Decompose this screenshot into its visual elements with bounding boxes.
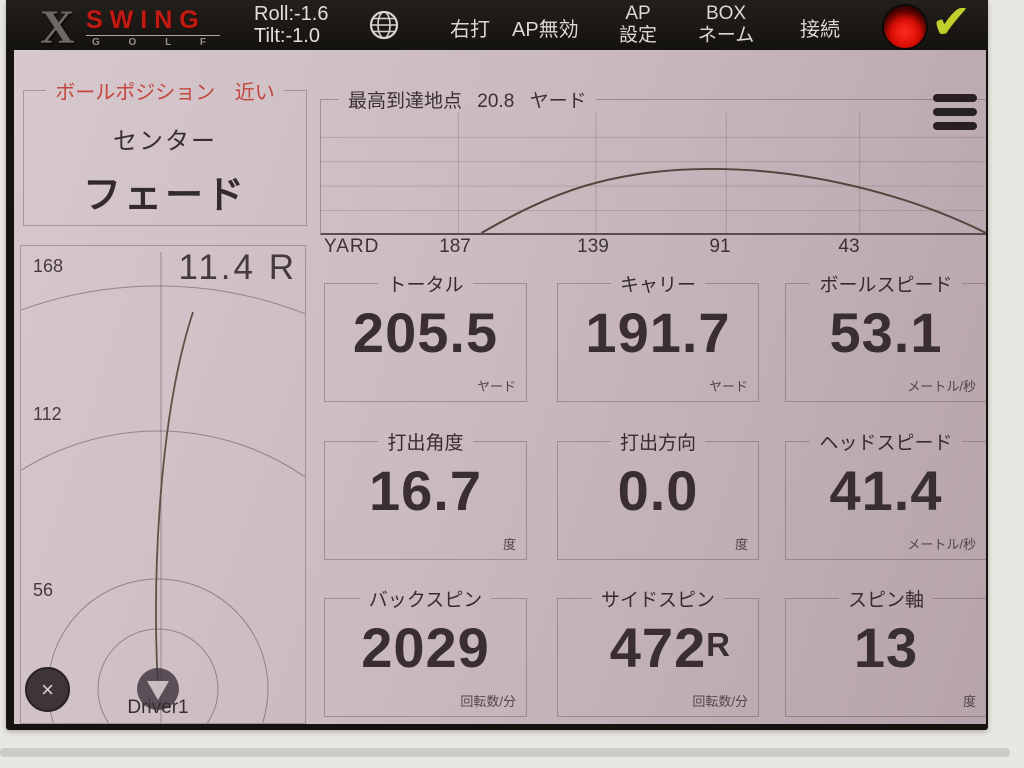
stat-total: トータル 205.5 ヤード	[324, 270, 527, 402]
logo-underline	[86, 35, 220, 36]
apex-value: 20.8	[477, 91, 515, 112]
tilt-value: Tilt:-1.0	[254, 25, 320, 47]
logo-swing-text: SWING	[86, 6, 206, 34]
box-name-line2: ネーム	[697, 25, 755, 46]
ap-settings-button[interactable]: AP 設定	[606, 3, 670, 47]
close-button[interactable]: ×	[25, 667, 70, 712]
trajectory-chart-panel: 最高到達地点 20.8 ヤード	[320, 86, 986, 235]
ball-position-panel: ボールポジション 近い センター フェード	[23, 76, 307, 226]
apex-label: 最高到達地点	[348, 91, 463, 112]
stat-label: 打出方向	[619, 433, 696, 454]
stat-value: 0.0	[617, 459, 699, 522]
stat-launch-direction: 打出方向 0.0 度	[557, 428, 759, 560]
ball-position-legend: ボールポジション 近い	[46, 76, 284, 105]
stat-value: 53.1	[829, 301, 943, 364]
stat-unit: 度	[734, 537, 748, 552]
connect-button[interactable]: 接続	[800, 19, 840, 41]
logo-x-glyph: X	[40, 1, 75, 54]
stat-label: ヘッドスピード	[819, 433, 953, 454]
logo-golf-text: G O L F	[92, 37, 219, 48]
ball-position-label: ボールポジション	[55, 82, 216, 104]
ap-settings-line1: AP	[625, 3, 651, 24]
stat-carry: キャリー 191.7 ヤード	[557, 270, 759, 402]
roll-value: Roll:-1.6	[254, 3, 329, 25]
connection-status-lamp[interactable]	[882, 4, 928, 50]
top-bar: X SWING G O L F Roll:-1.6 Tilt:-1.0 右打	[6, 0, 988, 54]
stat-label: トータル	[387, 275, 464, 296]
axis-tick: 43	[838, 236, 860, 257]
stat-label: スピン軸	[847, 590, 924, 611]
axis-tick: 187	[439, 236, 471, 257]
ring-distance-112: 112	[33, 404, 62, 424]
stat-value: 16.7	[369, 459, 482, 522]
axis-tick: 139	[577, 236, 609, 257]
stat-label: 打出角度	[387, 433, 464, 454]
stat-label: バックスピン	[368, 590, 483, 611]
stat-label: サイドスピン	[600, 590, 715, 611]
stat-value: 41.4	[829, 459, 943, 522]
box-name-button[interactable]: BOX ネーム	[684, 3, 768, 47]
sidespin-direction-badge: R	[706, 626, 730, 663]
menu-icon[interactable]	[933, 94, 977, 136]
lateral-deviation-value: 11.4 R	[178, 248, 297, 287]
stat-label: キャリー	[619, 275, 696, 296]
handedness-button[interactable]: 右打	[450, 19, 490, 41]
ring-distance-168: 168	[33, 256, 64, 276]
stat-unit: 回転数/分	[460, 694, 516, 709]
stat-label: ボールスピード	[819, 275, 953, 296]
chart-x-axis: YARD 187 139 91 43	[320, 236, 985, 258]
stat-sidespin: サイドスピン 472 R 回転数/分	[557, 585, 759, 717]
club-selector-label[interactable]: Driver1	[127, 697, 189, 718]
ap-status-button[interactable]: AP無効	[512, 19, 579, 41]
trajectory-plot	[321, 113, 986, 233]
stat-unit: ヤード	[708, 379, 748, 394]
dispersion-panel: 11.4 R 168 112 56 × Driver1	[20, 245, 306, 724]
stat-value: 191.7	[585, 301, 731, 364]
close-icon: ×	[41, 676, 54, 702]
axis-unit-label: YARD	[324, 236, 380, 257]
box-name-line1: BOX	[705, 3, 747, 24]
ball-position-value: 近い	[234, 82, 275, 104]
bezel-shadow	[0, 748, 1010, 757]
apex-unit: ヤード	[529, 91, 587, 112]
globe-icon[interactable]	[368, 9, 400, 41]
ap-settings-line2: 設定	[618, 25, 657, 46]
roll-tilt-readout: Roll:-1.6 Tilt:-1.0	[254, 3, 328, 47]
stat-backspin: バックスピン 2029 回転数/分	[324, 585, 527, 717]
stat-unit: 度	[962, 694, 976, 709]
stat-value: 2029	[361, 616, 490, 679]
stat-ball-speed: ボールスピード 53.1 メートル/秒	[785, 270, 986, 402]
stat-unit: 回転数/分	[692, 694, 748, 709]
stat-unit: メートル/秒	[907, 537, 976, 552]
shot-shape-value: フェード	[82, 175, 247, 217]
shot-trace-line	[155, 311, 194, 690]
axis-tick: 91	[709, 236, 731, 257]
stat-spin-axis: スピン軸 13 度	[785, 585, 986, 717]
stat-value: 13	[853, 616, 919, 679]
stat-value: 472	[609, 616, 707, 679]
stance-value: センター	[113, 128, 217, 155]
trajectory-curve	[480, 167, 986, 233]
apex-legend: 最高到達地点 20.8 ヤード	[339, 86, 596, 113]
device-screen: X SWING G O L F Roll:-1.6 Tilt:-1.0 右打	[6, 0, 988, 730]
confirm-check-icon[interactable]: ✔	[931, 0, 972, 49]
main-content: ボールポジション 近い センター フェード 11.4 R	[14, 50, 986, 724]
stat-head-speed: ヘッドスピード 41.4 メートル/秒	[785, 428, 986, 560]
stat-unit: 度	[502, 537, 516, 552]
stat-launch-angle: 打出角度 16.7 度	[324, 428, 527, 560]
dispersion-radar-graphic	[21, 252, 305, 723]
stat-unit: メートル/秒	[907, 379, 976, 394]
ring-distance-56: 56	[33, 580, 54, 600]
stat-unit: ヤード	[476, 379, 516, 394]
stat-value: 205.5	[352, 301, 499, 364]
